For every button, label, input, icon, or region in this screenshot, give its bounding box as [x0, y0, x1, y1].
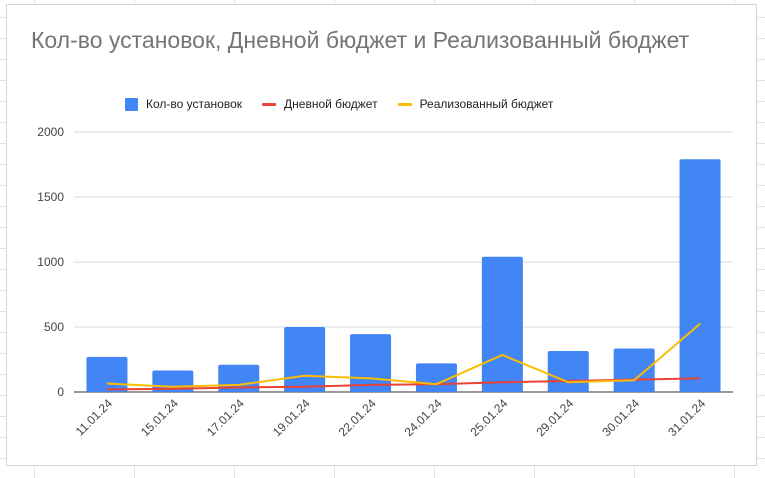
point-daily-budget [370, 384, 372, 386]
x-tick-label: 22.01.24 [336, 396, 379, 439]
x-tick-label: 31.01.24 [665, 396, 708, 439]
chart-title: Кол-во установок, Дневной бюджет и Реали… [31, 27, 690, 53]
y-tick-label: 500 [44, 320, 64, 334]
point-daily-budget [106, 388, 108, 390]
legend-label-daily-budget: Дневной бюджет [284, 97, 378, 111]
point-realized-budget [304, 375, 306, 377]
point-realized-budget [435, 383, 437, 385]
bar-installs[interactable] [284, 327, 326, 392]
legend-label-installs: Кол-во установок [146, 97, 243, 111]
point-realized-budget [699, 323, 701, 325]
x-tick-label: 11.01.24 [73, 396, 116, 439]
x-tick-label: 19.01.24 [270, 396, 313, 439]
legend-swatch-realized-budget [397, 102, 412, 106]
point-realized-budget [370, 377, 372, 379]
y-tick-label: 2000 [37, 125, 64, 139]
legend-swatch-installs [125, 97, 138, 111]
bar-installs[interactable] [679, 159, 721, 392]
legend-label-realized-budget: Реализованный бюджет [419, 97, 554, 111]
legend-swatch-daily-budget [262, 102, 277, 106]
point-daily-budget [238, 386, 240, 388]
point-realized-budget [172, 386, 174, 388]
bar-installs[interactable] [86, 356, 128, 392]
bar-installs[interactable] [350, 334, 392, 392]
point-daily-budget [304, 386, 306, 388]
x-tick-label: 25.01.24 [468, 396, 511, 439]
chart-legend: Кол-во установок Дневной бюджет Реализов… [125, 96, 553, 112]
legend-item-realized-budget[interactable]: Реализованный бюджет [397, 97, 554, 111]
line-realized-budget [106, 322, 701, 388]
legend-item-installs[interactable]: Кол-во установок [125, 97, 242, 111]
point-realized-budget [567, 381, 569, 383]
x-tick-label: 15.01.24 [138, 396, 181, 439]
point-realized-budget [501, 354, 503, 356]
bar-installs[interactable] [547, 351, 589, 392]
point-daily-budget [501, 381, 503, 383]
x-tick-label: 30.01.24 [599, 396, 642, 439]
point-daily-budget [699, 377, 701, 379]
x-tick-label: 17.01.24 [204, 396, 247, 439]
point-realized-budget [238, 384, 240, 386]
point-realized-budget [633, 379, 635, 381]
y-tick-label: 1500 [37, 190, 64, 204]
y-tick-label: 1000 [37, 255, 64, 269]
legend-item-daily-budget[interactable]: Дневной бюджет [262, 97, 378, 111]
x-tick-label: 24.01.24 [402, 396, 445, 439]
bar-installs[interactable] [613, 348, 655, 392]
chart-plot-area: 0 500 1000 1500 2000 11.01.24 15.01.24 17.01.24… [37, 125, 733, 439]
chart-container[interactable]: Кол-во установок, Дневной бюджет и Реали… [6, 4, 757, 466]
point-daily-budget [172, 388, 174, 390]
x-tick-label: 29.01.24 [533, 396, 576, 439]
bar-installs[interactable] [481, 256, 523, 392]
point-realized-budget [106, 383, 108, 385]
y-tick-label: 0 [57, 385, 64, 399]
